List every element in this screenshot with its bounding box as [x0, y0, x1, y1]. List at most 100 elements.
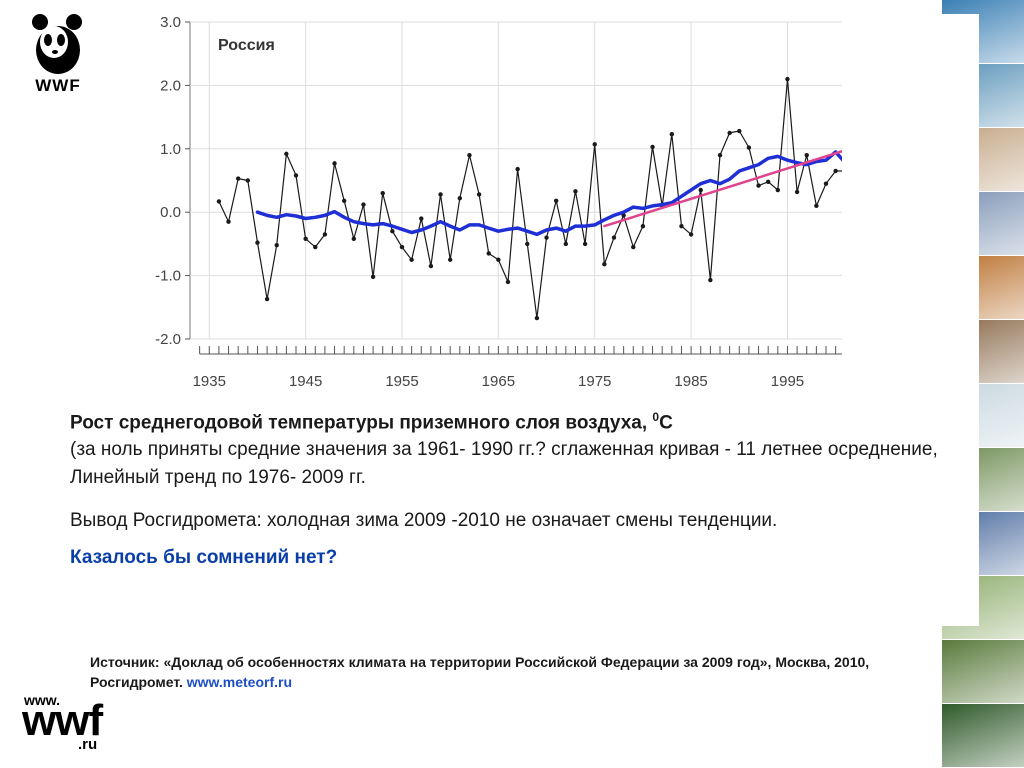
- data-point: [823, 181, 829, 186]
- data-point: [737, 128, 742, 134]
- data-point: [611, 235, 617, 240]
- data-point: [525, 241, 530, 247]
- x-tick-label: 1935: [193, 373, 226, 390]
- logo-www: www.: [24, 692, 61, 708]
- x-tick-label: 1985: [674, 373, 707, 390]
- data-point: [708, 277, 713, 283]
- data-point: [582, 241, 588, 247]
- data-point: [284, 151, 289, 157]
- source-link[interactable]: www.meteorf.ru: [186, 674, 293, 690]
- data-point: [380, 190, 385, 196]
- data-point: [370, 274, 376, 280]
- data-point: [419, 216, 424, 221]
- chart-svg: 3.0 2.0 1.0 0.0 -1.0 -2.0 1935 1945 1955 1965 1975…: [155, 14, 933, 390]
- data-point: [313, 244, 318, 250]
- data-point: [727, 130, 732, 136]
- caption-title: Рост среднегодовой температуры приземног…: [70, 404, 970, 436]
- photo-tile: [942, 704, 1024, 768]
- series-line-smoothed: [255, 141, 876, 237]
- caption-title-text: Рост среднегодовой температуры приземног…: [70, 412, 648, 434]
- data-point: [650, 144, 655, 150]
- data-point: [573, 189, 578, 194]
- data-point: [534, 315, 540, 321]
- data-point: [679, 223, 684, 229]
- data-point: [804, 152, 809, 158]
- data-point: [476, 192, 482, 197]
- data-point: [457, 196, 463, 201]
- temperature-chart: 3.0 2.0 1.0 0.0 -1.0 -2.0 1935 1945 1955 1965 1975…: [140, 8, 940, 396]
- data-point: [216, 199, 222, 204]
- data-point: [274, 242, 279, 248]
- data-point: [332, 161, 337, 166]
- y-tick-label: 0.0: [160, 204, 181, 221]
- data-point: [553, 198, 559, 203]
- y-tick-label: -1.0: [155, 268, 181, 285]
- source-note: Источник: «Доклад об особенностях климат…: [90, 652, 930, 692]
- white-panel: [842, 14, 979, 626]
- logo-text: WWF: [35, 76, 81, 95]
- data-point: [341, 198, 347, 203]
- data-point: [785, 76, 790, 82]
- data-point: [293, 173, 299, 178]
- data-point: [756, 183, 761, 188]
- data-point: [390, 229, 395, 234]
- data-point: [467, 152, 472, 158]
- chart-title: Россия: [218, 37, 275, 54]
- data-point: [245, 178, 251, 183]
- data-point: [592, 142, 597, 147]
- data-point: [698, 187, 703, 193]
- data-point: [669, 132, 675, 137]
- data-point: [351, 236, 357, 242]
- y-tick-label: 3.0: [160, 14, 181, 31]
- y-tick-label: 2.0: [160, 77, 181, 94]
- x-tick-label: 1965: [482, 373, 515, 390]
- data-point: [409, 257, 414, 262]
- data-point: [361, 202, 366, 207]
- caption-conclusion: Вывод Росгидромета: холодная зима 2009 -…: [70, 510, 778, 532]
- data-point: [303, 236, 308, 242]
- data-point: [255, 240, 260, 245]
- data-point: [563, 241, 569, 247]
- panda-icon: [32, 14, 82, 74]
- caption-unit: С: [659, 412, 673, 434]
- data-point: [447, 257, 453, 262]
- logo-wwf: wwf: [22, 696, 103, 745]
- data-point: [833, 168, 838, 174]
- logo-ru: .ru: [78, 736, 98, 753]
- data-point: [515, 166, 520, 172]
- caption-note: (за ноль приняты средние значения за 196…: [70, 439, 938, 489]
- caption-unit-sup: 0: [652, 410, 660, 424]
- data-point: [322, 232, 328, 237]
- x-tick-label: 1995: [771, 373, 804, 390]
- y-tick-label: -2.0: [155, 331, 181, 348]
- data-point: [688, 232, 694, 237]
- data-point: [602, 261, 607, 267]
- data-point: [794, 189, 800, 195]
- x-tick-label: 1945: [289, 373, 322, 390]
- data-point: [428, 263, 434, 269]
- source-text: Источник: «Доклад об особенностях климат…: [90, 654, 870, 690]
- photo-tile: [942, 640, 1024, 704]
- data-point: [264, 296, 270, 302]
- data-point: [746, 145, 752, 150]
- data-point: [765, 179, 771, 184]
- plot-frame: [189, 21, 933, 340]
- x-tick-label: 1955: [385, 373, 418, 390]
- data-point: [486, 251, 491, 256]
- data-point: [226, 219, 231, 224]
- series-line-annual: [218, 77, 924, 319]
- data-point: [717, 152, 723, 158]
- data-point: [438, 192, 443, 197]
- x-tick-label: 1975: [578, 373, 611, 390]
- data-point: [505, 279, 511, 285]
- y-tick-label: 1.0: [160, 141, 181, 158]
- data-point: [631, 244, 636, 250]
- chart-caption: Рост среднегодовой температуры приземног…: [70, 404, 970, 569]
- data-point: [544, 235, 549, 240]
- data-point: [775, 187, 781, 193]
- data-point: [496, 257, 501, 262]
- data-point: [399, 244, 405, 250]
- wwf-ru-logo: www. wwf .ru: [22, 692, 122, 762]
- caption-question: Казалось бы сомнений нет?: [70, 547, 338, 569]
- data-point: [235, 176, 241, 181]
